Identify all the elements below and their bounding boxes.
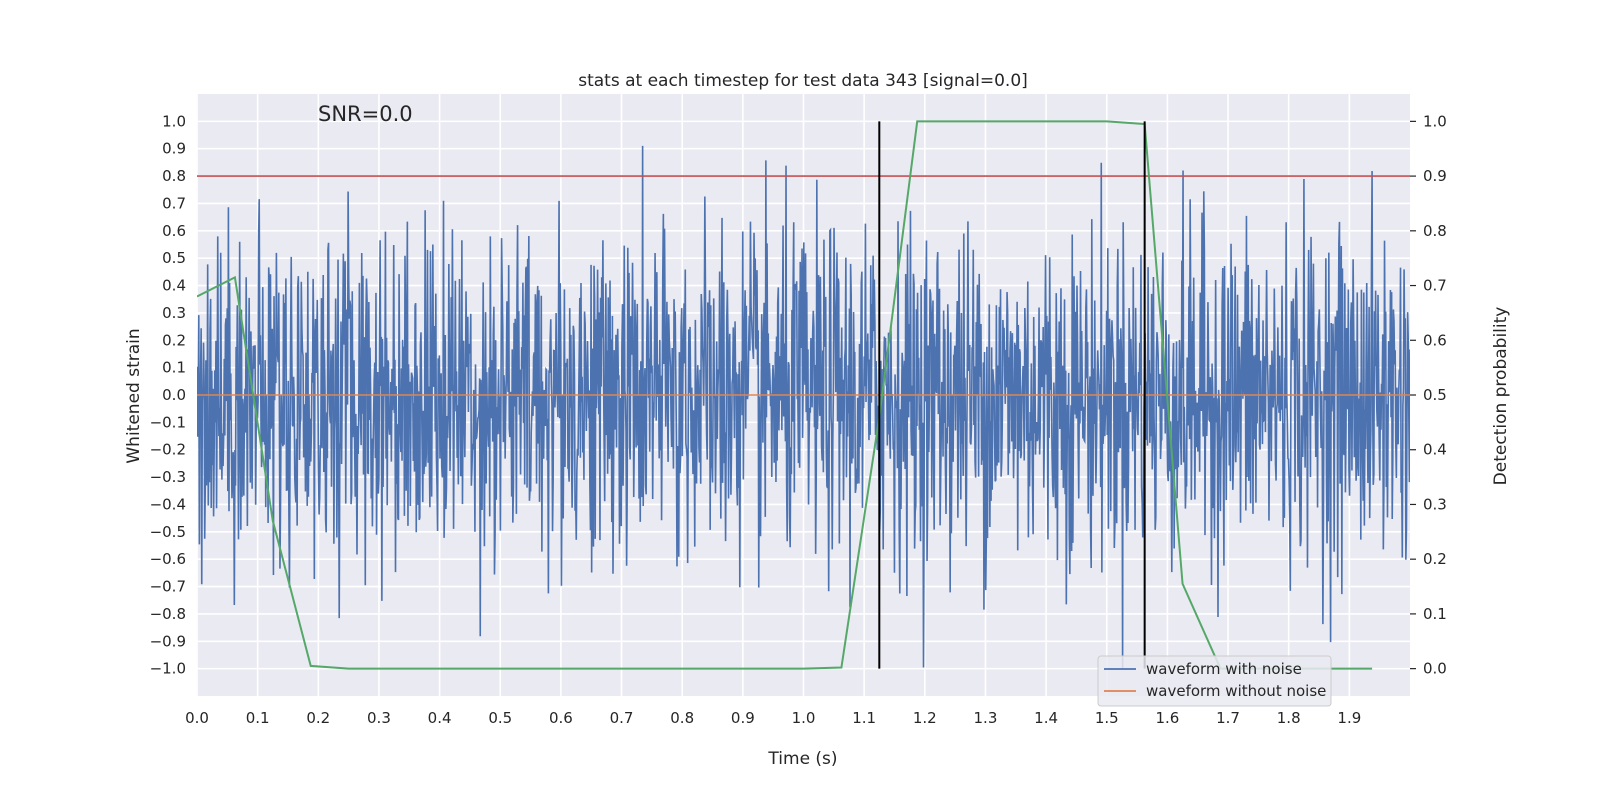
y-tick-label: 0.4 — [162, 277, 186, 295]
y2-tick-label: 0.1 — [1423, 605, 1447, 623]
series-waveform-with-noise — [197, 145, 1410, 669]
y2-tick-label: 0.4 — [1423, 441, 1447, 459]
x-tick-label: 0.1 — [246, 709, 270, 727]
y-tick-label: −0.4 — [150, 495, 186, 513]
y-tick-label: 0.7 — [162, 194, 186, 212]
y-tick-label: 0.6 — [162, 222, 186, 240]
y2-axis-label: Detection probability — [1491, 307, 1511, 486]
y-tick-label: 0.3 — [162, 304, 186, 322]
y2-tick-label: 0.6 — [1423, 331, 1447, 349]
y2-tick-label: 0.9 — [1423, 167, 1447, 185]
x-tick-label: 0.6 — [549, 709, 573, 727]
x-tick-label: 1.8 — [1277, 709, 1301, 727]
x-tick-label: 0.7 — [610, 709, 634, 727]
y-tick-label: 0.1 — [162, 359, 186, 377]
y2-tick-label: 0.5 — [1423, 386, 1447, 404]
x-tick-label: 0.5 — [488, 709, 512, 727]
y-tick-label: −0.5 — [150, 523, 186, 541]
y2-tick-label: 0.3 — [1423, 495, 1447, 513]
tick-labels: 0.0 0.1 0.2 0.3 0.4 0.5 0.6 0.7 0.8 0.9 1.0 1.1 1.2 1… — [150, 112, 1447, 727]
y-tick-label: −0.8 — [150, 605, 186, 623]
y-axis-label: Whitened strain — [124, 328, 144, 463]
y-tick-label: −0.6 — [150, 550, 186, 568]
y-tick-label: −0.9 — [150, 632, 186, 650]
y-tick-label: −0.7 — [150, 578, 186, 596]
y-tick-label: 0.5 — [162, 249, 186, 267]
y-tick-label: 0.2 — [162, 331, 186, 349]
snr-annotation: SNR=0.0 — [318, 102, 413, 126]
x-tick-label: 0.8 — [670, 709, 694, 727]
x-axis-label: Time (s) — [767, 749, 837, 769]
x-tick-label: 1.4 — [1034, 709, 1058, 727]
legend-label: waveform without noise — [1146, 682, 1326, 700]
y2-tick-label: 0.0 — [1423, 660, 1447, 678]
plot-area — [196, 94, 1410, 696]
x-tick-label: 1.5 — [1095, 709, 1119, 727]
series-group — [197, 120, 1410, 670]
y2-tick-label: 0.7 — [1423, 277, 1447, 295]
y-tick-label: −0.2 — [150, 441, 186, 459]
y-tick-label: 1.0 — [162, 112, 186, 130]
y-tick-label: 0.8 — [162, 167, 186, 185]
x-tick-label: 1.9 — [1337, 709, 1361, 727]
y-tick-label: −0.3 — [150, 468, 186, 486]
x-tick-label: 0.9 — [731, 709, 755, 727]
legend: waveform with noise waveform without nois… — [1097, 655, 1332, 707]
y2-tick-label: 0.2 — [1423, 550, 1447, 568]
y-tick-label: 0.0 — [162, 386, 186, 404]
y2-tick-label: 1.0 — [1423, 112, 1447, 130]
legend-label: waveform with noise — [1146, 660, 1302, 678]
series-detection-probability — [197, 120, 1373, 670]
y-tick-label: −1.0 — [150, 660, 186, 678]
y-tick-label: −0.1 — [150, 413, 186, 431]
x-tick-label: 0.3 — [367, 709, 391, 727]
x-tick-label: 1.3 — [974, 709, 998, 727]
x-tick-label: 1.7 — [1216, 709, 1240, 727]
x-tick-label: 1.2 — [913, 709, 937, 727]
x-tick-label: 0.0 — [185, 709, 209, 727]
chart-title: stats at each timestep for test data 343… — [578, 71, 1028, 91]
x-tick-label: 1.0 — [792, 709, 816, 727]
y-tick-label: 0.9 — [162, 140, 186, 158]
x-tick-label: 0.2 — [306, 709, 330, 727]
x-tick-label: 0.4 — [428, 709, 452, 727]
legend-box — [1097, 655, 1332, 707]
y2-tick-label: 0.8 — [1423, 222, 1447, 240]
x-tick-label: 1.6 — [1155, 709, 1179, 727]
x-tick-label: 1.1 — [852, 709, 876, 727]
